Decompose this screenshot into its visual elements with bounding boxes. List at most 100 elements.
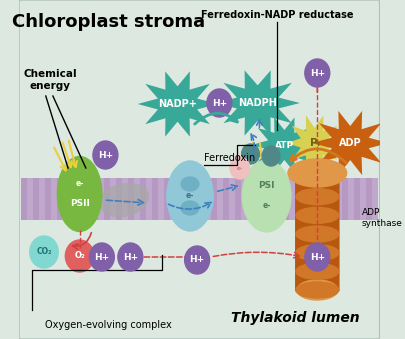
- Polygon shape: [252, 117, 317, 173]
- Bar: [27, 178, 33, 220]
- Bar: [86, 178, 92, 220]
- Text: ATP: ATP: [275, 140, 294, 149]
- Bar: [181, 178, 188, 220]
- Text: Ferredoxin-NADP reductase: Ferredoxin-NADP reductase: [201, 10, 354, 20]
- Ellipse shape: [296, 263, 339, 279]
- Bar: [80, 178, 86, 220]
- Circle shape: [230, 157, 249, 179]
- Ellipse shape: [296, 282, 339, 298]
- FancyBboxPatch shape: [295, 176, 339, 292]
- Bar: [265, 178, 271, 220]
- Bar: [146, 178, 152, 220]
- Bar: [294, 178, 301, 220]
- Text: e-: e-: [186, 192, 194, 200]
- Bar: [194, 178, 199, 220]
- Bar: [211, 178, 217, 220]
- Text: NADP+: NADP+: [158, 99, 197, 109]
- Bar: [360, 178, 366, 220]
- Bar: [259, 178, 265, 220]
- Circle shape: [305, 59, 330, 87]
- Text: Oxygen-evolving complex: Oxygen-evolving complex: [45, 320, 171, 330]
- Bar: [164, 178, 170, 220]
- Text: H+: H+: [98, 151, 113, 160]
- Bar: [342, 178, 348, 220]
- Ellipse shape: [297, 280, 338, 300]
- Bar: [312, 178, 318, 220]
- Text: H+: H+: [310, 68, 325, 78]
- FancyBboxPatch shape: [19, 0, 379, 339]
- Bar: [158, 178, 164, 220]
- Bar: [21, 178, 378, 220]
- Bar: [92, 178, 98, 220]
- Circle shape: [262, 146, 280, 166]
- Ellipse shape: [288, 159, 347, 187]
- Circle shape: [90, 243, 114, 271]
- Bar: [122, 178, 128, 220]
- Text: H+: H+: [123, 253, 138, 261]
- Circle shape: [65, 240, 94, 272]
- Ellipse shape: [181, 177, 199, 191]
- Bar: [128, 178, 134, 220]
- Bar: [330, 178, 336, 220]
- Bar: [39, 178, 45, 220]
- Bar: [68, 178, 75, 220]
- Bar: [57, 178, 62, 220]
- Text: O₂: O₂: [74, 252, 85, 260]
- Ellipse shape: [296, 245, 339, 261]
- Ellipse shape: [296, 207, 339, 223]
- Bar: [140, 178, 146, 220]
- Ellipse shape: [58, 157, 102, 232]
- Text: Pᵢ: Pᵢ: [310, 138, 320, 148]
- Circle shape: [207, 89, 232, 117]
- Text: Chemical
energy: Chemical energy: [23, 69, 77, 91]
- Bar: [152, 178, 158, 220]
- Bar: [205, 178, 211, 220]
- Bar: [348, 178, 354, 220]
- Text: PSII: PSII: [70, 199, 90, 208]
- Bar: [175, 178, 181, 220]
- Text: e-: e-: [262, 201, 271, 211]
- Text: H+: H+: [190, 256, 205, 264]
- Bar: [277, 178, 283, 220]
- Polygon shape: [312, 111, 389, 175]
- Ellipse shape: [296, 189, 339, 205]
- Text: H+: H+: [310, 253, 325, 261]
- Polygon shape: [215, 71, 300, 136]
- Ellipse shape: [181, 201, 199, 215]
- Bar: [307, 178, 312, 220]
- Bar: [110, 178, 116, 220]
- Bar: [324, 178, 330, 220]
- Bar: [62, 178, 68, 220]
- Bar: [223, 178, 229, 220]
- Bar: [45, 178, 51, 220]
- Ellipse shape: [100, 183, 148, 217]
- Polygon shape: [286, 115, 343, 171]
- Text: ADP
synthase: ADP synthase: [362, 208, 403, 228]
- Text: H+: H+: [212, 99, 227, 107]
- Circle shape: [242, 144, 260, 164]
- Circle shape: [118, 243, 143, 271]
- Circle shape: [305, 243, 330, 271]
- Ellipse shape: [242, 160, 291, 232]
- Bar: [283, 178, 289, 220]
- Circle shape: [93, 141, 118, 169]
- Text: ADP: ADP: [339, 138, 362, 148]
- Bar: [217, 178, 223, 220]
- Bar: [366, 178, 372, 220]
- Bar: [33, 178, 39, 220]
- Text: Thylakoid lumen: Thylakoid lumen: [231, 311, 359, 325]
- Bar: [116, 178, 122, 220]
- Circle shape: [30, 236, 58, 268]
- Bar: [229, 178, 235, 220]
- Circle shape: [185, 246, 209, 274]
- Text: Ferredoxin: Ferredoxin: [204, 153, 256, 163]
- Text: NADPH: NADPH: [238, 98, 277, 108]
- Bar: [241, 178, 247, 220]
- Bar: [188, 178, 194, 220]
- Polygon shape: [138, 72, 217, 137]
- Text: e-: e-: [75, 179, 84, 188]
- Bar: [301, 178, 307, 220]
- Bar: [104, 178, 110, 220]
- Bar: [51, 178, 57, 220]
- Text: CO₂: CO₂: [36, 247, 52, 257]
